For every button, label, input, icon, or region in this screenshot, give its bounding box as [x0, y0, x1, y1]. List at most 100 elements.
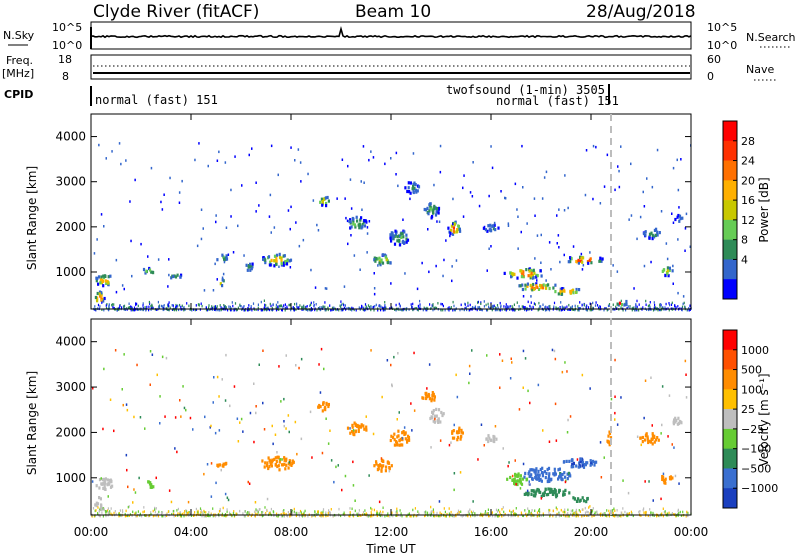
velocity-ground-cell	[456, 512, 458, 516]
velocity-cell	[110, 479, 113, 483]
power-ground-cell	[101, 301, 103, 304]
velocity-ground-cell	[417, 510, 419, 513]
power-ground-cell	[384, 305, 386, 309]
power-cell	[376, 257, 379, 261]
power-cell	[436, 209, 439, 213]
power-cell	[656, 230, 659, 234]
velocity-cell	[595, 460, 598, 464]
power-ground-cell	[216, 306, 218, 310]
noise-right-tick-bottom: 10^0	[707, 39, 737, 52]
velocity-ground-cell	[539, 510, 541, 514]
power-ground-cell	[272, 303, 274, 306]
velocity-ground-cell	[176, 509, 178, 512]
power-colorbar-segment	[723, 140, 737, 161]
power-cell	[623, 303, 626, 307]
power-cell	[322, 197, 326, 201]
velocity-ground-cell	[517, 514, 519, 518]
velocity-cell	[487, 434, 490, 438]
noise-left-label: N.Sky	[3, 29, 35, 42]
power-ground-cell	[384, 308, 386, 312]
velocity-cell	[553, 471, 557, 475]
power-scatter-point	[617, 165, 619, 168]
power-cell	[586, 260, 589, 264]
power-cell	[221, 278, 224, 282]
power-ground-cell	[395, 309, 397, 312]
power-cell	[530, 271, 533, 275]
power-ground-cell	[395, 303, 397, 307]
velocity-scatter-point	[214, 431, 217, 435]
power-ground-cell	[553, 301, 556, 305]
velocity-ground-cell	[270, 507, 272, 511]
velocity-cell	[546, 467, 549, 472]
velocity-scatter-point	[233, 385, 236, 388]
velocity-scatter-point	[341, 488, 343, 492]
power-ground-cell	[531, 308, 533, 311]
velocity-scatter-point	[468, 364, 471, 368]
power-ground-cell	[213, 305, 215, 309]
power-ground-cell	[422, 308, 424, 312]
power-cell	[405, 240, 408, 244]
velocity-cell	[278, 460, 281, 464]
power-scatter-point	[120, 162, 122, 166]
velocity-scatter-point	[109, 398, 112, 401]
power-scatter-point	[399, 234, 401, 238]
power-scatter-point	[273, 226, 276, 229]
power-ground-cell	[496, 308, 498, 312]
power-cell	[101, 279, 104, 283]
power-cell	[625, 299, 628, 304]
power-scatter-point	[452, 222, 454, 226]
velocity-cell	[544, 487, 547, 492]
velocity-ground-cell	[612, 509, 614, 512]
power-cell	[531, 273, 535, 278]
power-cell	[223, 258, 226, 262]
power-cell	[398, 238, 401, 242]
velocity-ground-cell	[300, 514, 303, 517]
power-ground-cell	[465, 306, 467, 309]
velocity-cell	[359, 425, 363, 429]
power-cell	[497, 226, 500, 230]
power-ground-cell	[587, 306, 590, 309]
power-cell	[365, 220, 368, 224]
power-ground-cell	[491, 308, 493, 312]
power-ground-cell	[527, 308, 529, 311]
power-cell	[173, 274, 176, 278]
velocity-cell	[586, 497, 589, 501]
power-scatter-point	[216, 159, 219, 162]
velocity-ground-cell	[473, 514, 476, 518]
velocity-ground-cell	[208, 511, 210, 514]
velocity-cell	[562, 490, 565, 494]
power-ground-cell	[603, 308, 605, 312]
power-ytick-label: 4000	[55, 130, 86, 144]
velocity-scatter-point	[636, 435, 639, 438]
power-cell	[275, 262, 278, 266]
power-ground-cell	[598, 305, 600, 308]
power-ground-cell	[257, 308, 259, 312]
power-cell	[494, 228, 497, 232]
velocity-ground-cell	[356, 514, 359, 517]
power-scatter-point	[258, 204, 260, 207]
power-cell	[409, 191, 412, 195]
power-cell	[536, 274, 539, 278]
power-ground-cell	[464, 302, 466, 306]
velocity-ground-cell	[368, 514, 370, 518]
power-cell	[103, 274, 107, 278]
velocity-cell	[527, 492, 530, 496]
power-scatter-point	[248, 153, 250, 157]
velocity-cell	[524, 471, 527, 475]
power-scatter-point	[221, 276, 224, 279]
velocity-cell	[352, 432, 355, 436]
velocity-cell	[557, 477, 560, 481]
power-scatter-point	[520, 230, 522, 234]
velocity-ground-cell	[643, 511, 645, 514]
velocity-ground-cell	[548, 511, 550, 514]
power-colorbar-tick-label: 8	[741, 234, 748, 247]
velocity-cell	[567, 471, 570, 475]
velocity-scatter-point	[528, 480, 530, 483]
power-ground-cell	[158, 306, 161, 310]
velocity-ground-cell	[131, 514, 133, 517]
power-ground-cell	[263, 308, 265, 312]
power-cell	[172, 274, 175, 279]
power-scatter-point	[656, 148, 659, 152]
power-ground-cell	[247, 308, 249, 312]
velocity-ground-cell	[243, 514, 245, 518]
